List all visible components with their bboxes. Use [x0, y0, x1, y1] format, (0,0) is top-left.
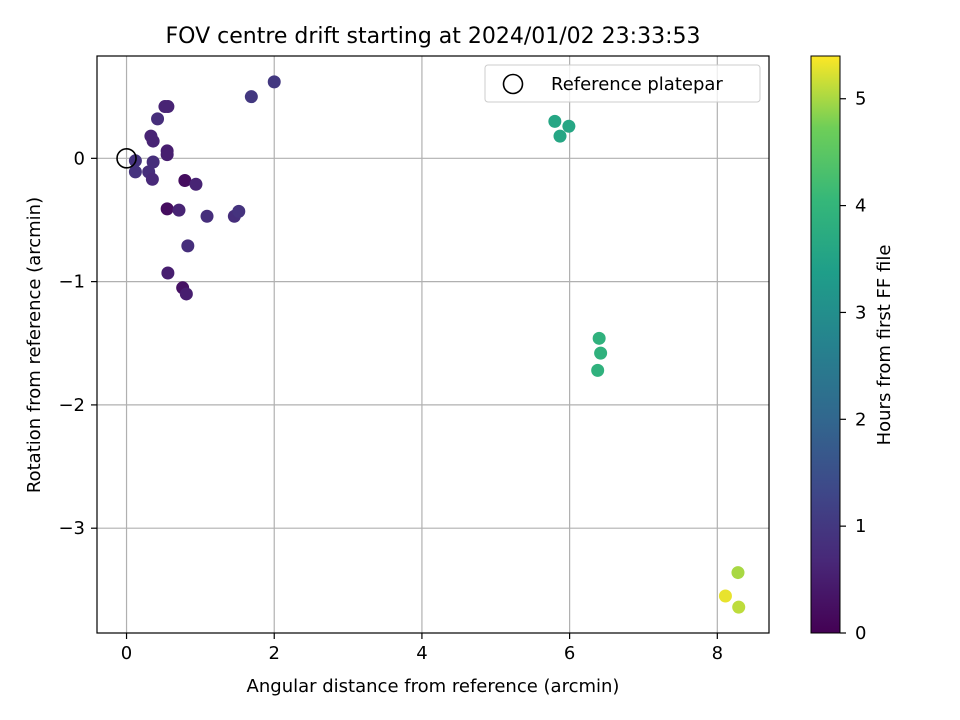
x-tick-label: 8	[712, 643, 723, 664]
x-tick-label: 2	[269, 643, 280, 664]
data-point	[181, 239, 195, 253]
data-point	[267, 75, 281, 89]
colorbar-tick-label: 3	[855, 302, 866, 323]
y-tick-label: −3	[58, 518, 85, 539]
data-point	[146, 155, 160, 169]
colorbar-gradient	[810, 55, 841, 634]
data-point	[178, 174, 192, 188]
x-tick-label: 0	[121, 643, 132, 664]
legend-reference-marker	[502, 73, 524, 95]
reference-platepar-marker	[116, 148, 137, 169]
y-tick-label: −2	[58, 395, 85, 416]
data-point	[160, 148, 174, 162]
colorbar-tick-label: 4	[855, 196, 866, 217]
data-point	[732, 600, 746, 614]
data-points	[128, 75, 746, 614]
data-point	[548, 114, 562, 128]
data-point	[200, 209, 214, 223]
data-point	[718, 589, 732, 603]
colorbar-tick-label: 0	[855, 623, 866, 644]
data-point	[151, 112, 165, 126]
plot-frame	[96, 55, 770, 634]
data-point	[244, 90, 258, 104]
data-point	[160, 202, 174, 216]
data-point	[189, 177, 203, 191]
grid-lines	[97, 56, 769, 633]
data-point	[232, 204, 246, 218]
colorbar-tick-label: 1	[855, 516, 866, 537]
data-point	[172, 203, 186, 217]
data-point	[591, 363, 605, 377]
data-point	[553, 129, 567, 143]
chart-title: FOV centre drift starting at 2024/01/02 …	[166, 24, 701, 49]
data-point	[146, 134, 160, 148]
data-point	[179, 287, 193, 301]
legend: Reference platepar	[484, 64, 761, 103]
data-point	[594, 346, 608, 360]
data-point	[145, 172, 159, 186]
legend-reference-label: Reference platepar	[551, 74, 723, 95]
data-point	[161, 266, 175, 280]
y-axis-label: Rotation from reference (arcmin)	[24, 197, 45, 493]
data-point	[128, 165, 142, 179]
data-point	[592, 331, 606, 345]
colorbar-ticks: 0 1 2 3 4 5	[840, 89, 866, 644]
legend-box	[484, 64, 761, 103]
x-tick-label: 4	[416, 643, 427, 664]
colorbar: 0 1 2 3 4 5 Hours from first FF file	[810, 55, 895, 644]
data-point	[731, 566, 745, 580]
colorbar-label: Hours from first FF file	[874, 245, 895, 446]
y-tick-label: −1	[58, 272, 85, 293]
data-point	[161, 100, 175, 114]
data-point	[562, 119, 576, 133]
colorbar-tick-label: 2	[855, 409, 866, 430]
x-tick-label: 6	[564, 643, 575, 664]
y-axis-ticks: 0 −1 −2 −3	[58, 148, 97, 539]
x-axis-ticks: 0 2 4 6 8	[121, 633, 723, 664]
x-axis-label: Angular distance from reference (arcmin)	[247, 676, 620, 697]
y-tick-label: 0	[74, 148, 85, 169]
colorbar-tick-label: 5	[855, 89, 866, 110]
